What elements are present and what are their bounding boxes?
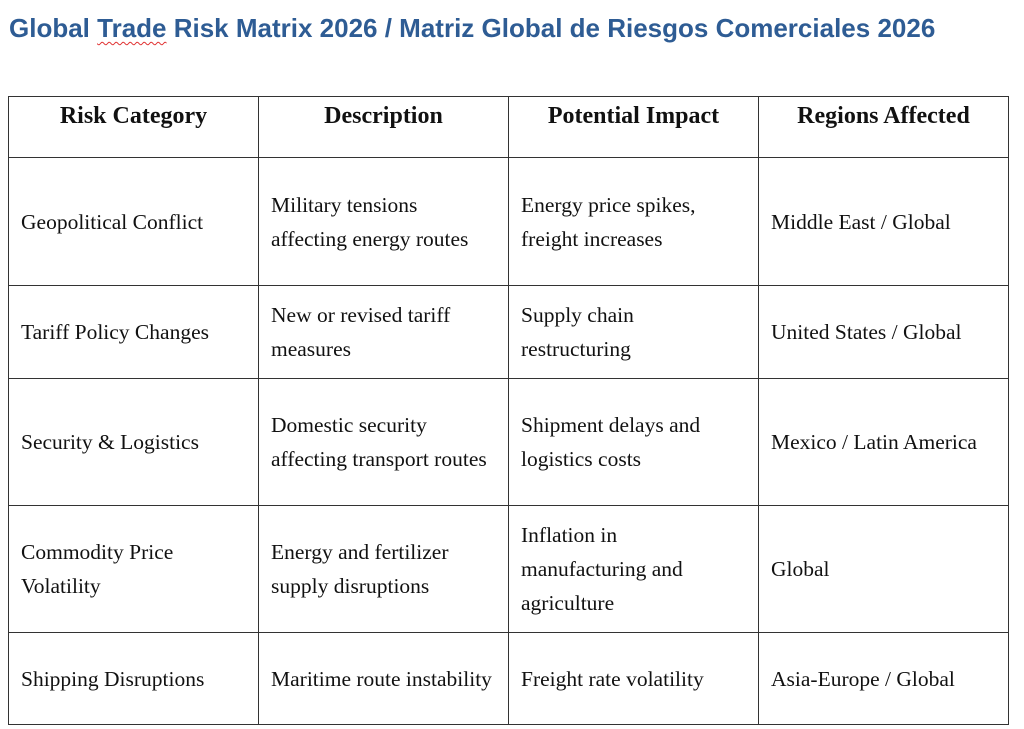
cell-potential-impact: Shipment delays and logistics costs <box>508 378 759 506</box>
table-row: Security & Logistics Domestic security a… <box>8 378 1009 506</box>
cell-description: New or revised tariff measures <box>258 285 509 379</box>
cell-description: Maritime route instability <box>258 632 509 725</box>
cell-risk-category: Commodity Price Volatility <box>8 505 259 633</box>
cell-description: Energy and fertilizer supply disruptions <box>258 505 509 633</box>
header-potential-impact: Potential Impact <box>508 96 759 158</box>
table-row: Commodity Price Volatility Energy and fe… <box>8 505 1009 633</box>
cell-regions-affected: Global <box>758 505 1009 633</box>
cell-risk-category: Shipping Disruptions <box>8 632 259 725</box>
cell-potential-impact: Freight rate volatility <box>508 632 759 725</box>
header-risk-category: Risk Category <box>8 96 259 158</box>
table-header-row: Risk Category Description Potential Impa… <box>8 96 1009 158</box>
cell-risk-category: Geopolitical Conflict <box>8 157 259 286</box>
cell-risk-category: Security & Logistics <box>8 378 259 506</box>
document-title: Global Trade Risk Matrix 2026 / Matriz G… <box>9 6 1009 51</box>
cell-potential-impact: Inflation in manufacturing and agricultu… <box>508 505 759 633</box>
table-row: Geopolitical Conflict Military tensions … <box>8 157 1009 286</box>
cell-regions-affected: Middle East / Global <box>758 157 1009 286</box>
cell-description: Military tensions affecting energy route… <box>258 157 509 286</box>
spellcheck-flagged-word[interactable]: Trade <box>97 13 167 43</box>
title-text: Risk Matrix 2026 / Matriz Global de Ries… <box>166 13 936 43</box>
cell-regions-affected: United States / Global <box>758 285 1009 379</box>
header-regions-affected: Regions Affected <box>758 96 1009 158</box>
title-text: Global <box>9 13 98 43</box>
table-row: Tariff Policy Changes New or revised tar… <box>8 285 1009 379</box>
cell-description: Domestic security affecting transport ro… <box>258 378 509 506</box>
cell-regions-affected: Mexico / Latin America <box>758 378 1009 506</box>
table-row: Shipping Disruptions Maritime route inst… <box>8 632 1009 725</box>
risk-matrix-table: Risk Category Description Potential Impa… <box>8 96 1009 725</box>
header-description: Description <box>258 96 509 158</box>
cell-risk-category: Tariff Policy Changes <box>8 285 259 379</box>
cell-regions-affected: Asia-Europe / Global <box>758 632 1009 725</box>
cell-potential-impact: Supply chain restructuring <box>508 285 759 379</box>
cell-potential-impact: Energy price spikes, freight increases <box>508 157 759 286</box>
